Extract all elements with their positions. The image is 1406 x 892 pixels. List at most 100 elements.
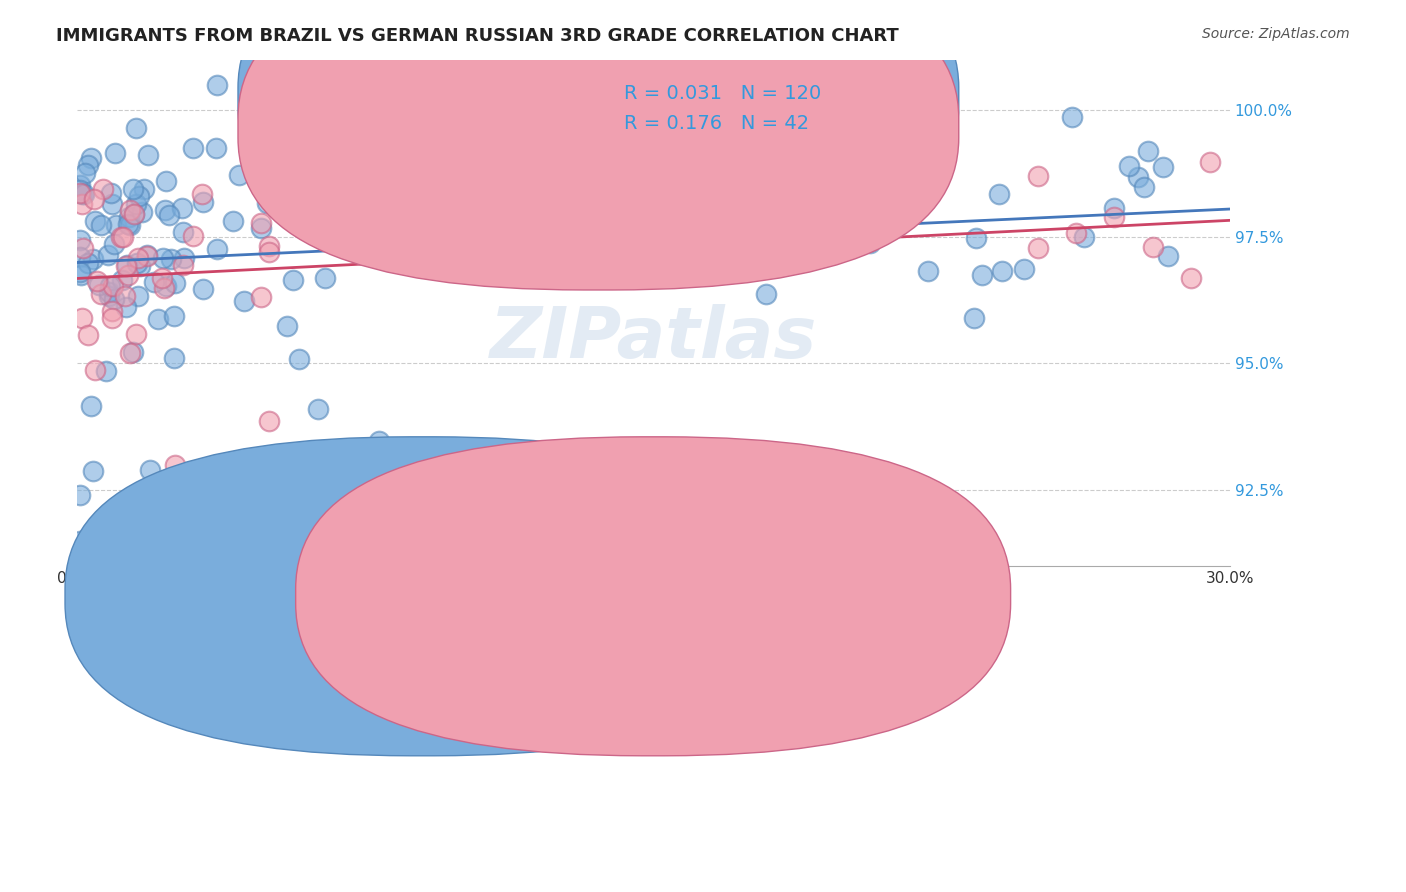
Point [125, 197, 148, 211]
Point [69, 533, 91, 548]
Point [868, 137, 890, 152]
Point [72, 311, 94, 326]
Point [204, 141, 226, 155]
Point [82, 252, 104, 266]
Point [1142, 240, 1164, 254]
Point [98, 285, 121, 299]
Point [125, 326, 148, 341]
Point [173, 251, 195, 265]
Point [110, 229, 132, 244]
Point [195, 506, 218, 520]
Point [222, 214, 245, 228]
Point [77, 256, 100, 270]
Point [163, 351, 186, 365]
Point [80, 399, 103, 413]
Point [250, 291, 273, 305]
Point [155, 173, 177, 187]
Point [1157, 249, 1180, 263]
Point [125, 121, 148, 136]
Point [69, 488, 91, 502]
Point [256, 195, 278, 210]
Text: German Russians: German Russians [673, 596, 818, 615]
Point [118, 211, 141, 225]
Point [1118, 159, 1140, 173]
Point [988, 187, 1011, 202]
Point [1132, 180, 1154, 194]
Point [644, 227, 666, 242]
Point [228, 168, 250, 182]
Point [233, 293, 256, 308]
Point [76, 327, 98, 342]
Point [69, 233, 91, 247]
Point [276, 319, 298, 334]
Point [860, 202, 883, 216]
Point [70, 268, 93, 282]
Point [115, 258, 138, 272]
Point [122, 345, 145, 359]
Point [79, 151, 101, 165]
Point [127, 251, 149, 265]
Point [849, 224, 872, 238]
Point [645, 256, 668, 270]
Point [129, 259, 152, 273]
Point [172, 258, 194, 272]
Point [118, 345, 141, 359]
Point [381, 128, 404, 143]
Point [101, 304, 124, 318]
Point [339, 229, 361, 244]
Point [114, 288, 136, 302]
Point [970, 268, 993, 282]
Point [128, 189, 150, 203]
Point [100, 311, 122, 326]
Point [97, 248, 120, 262]
Point [125, 256, 148, 270]
Point [287, 351, 309, 366]
Point [1104, 210, 1126, 224]
Point [148, 312, 170, 326]
Point [142, 275, 165, 289]
Point [97, 289, 120, 303]
Point [181, 141, 204, 155]
Point [714, 247, 737, 261]
Point [755, 287, 778, 301]
Point [115, 260, 138, 274]
Point [1199, 154, 1222, 169]
FancyBboxPatch shape [238, 0, 959, 260]
Point [118, 202, 141, 217]
Point [165, 458, 187, 472]
Point [136, 147, 159, 161]
Point [77, 158, 100, 172]
Point [94, 364, 117, 378]
Point [69, 183, 91, 197]
Point [155, 202, 177, 217]
Point [90, 218, 112, 232]
Point [963, 311, 986, 326]
Point [91, 182, 114, 196]
Point [859, 235, 882, 250]
Point [70, 186, 93, 201]
Point [965, 231, 987, 245]
Point [73, 166, 96, 180]
Point [136, 249, 159, 263]
Point [257, 244, 280, 259]
Point [152, 252, 174, 266]
Point [118, 218, 141, 232]
FancyBboxPatch shape [295, 437, 1011, 756]
Point [157, 208, 180, 222]
Point [84, 214, 107, 228]
Point [1012, 262, 1035, 277]
Text: ZIPatlas: ZIPatlas [489, 303, 817, 373]
Text: R = 0.031   N = 120: R = 0.031 N = 120 [624, 84, 821, 103]
Point [190, 187, 212, 202]
FancyBboxPatch shape [567, 75, 959, 151]
Point [110, 273, 132, 287]
Point [1060, 110, 1083, 124]
Point [193, 282, 215, 296]
Point [117, 268, 139, 282]
Point [69, 250, 91, 264]
Text: Immigrants from Brazil: Immigrants from Brazil [419, 596, 610, 615]
Point [155, 279, 177, 293]
Point [103, 279, 125, 293]
Point [136, 247, 159, 261]
Point [205, 242, 228, 256]
